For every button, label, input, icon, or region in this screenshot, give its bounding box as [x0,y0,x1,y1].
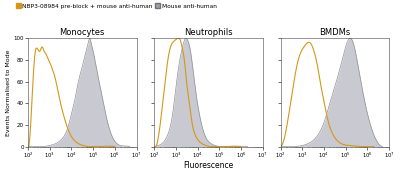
X-axis label: Fluorescence: Fluorescence [183,161,234,170]
Title: Neutrophils: Neutrophils [184,29,233,37]
Title: Monocytes: Monocytes [60,29,105,37]
Y-axis label: Events Normalised to Mode: Events Normalised to Mode [6,49,10,136]
Title: BMDMs: BMDMs [319,29,350,37]
Legend: NBP3-08984 pre-block + mouse anti-human, Mouse anti-human: NBP3-08984 pre-block + mouse anti-human,… [15,3,218,9]
